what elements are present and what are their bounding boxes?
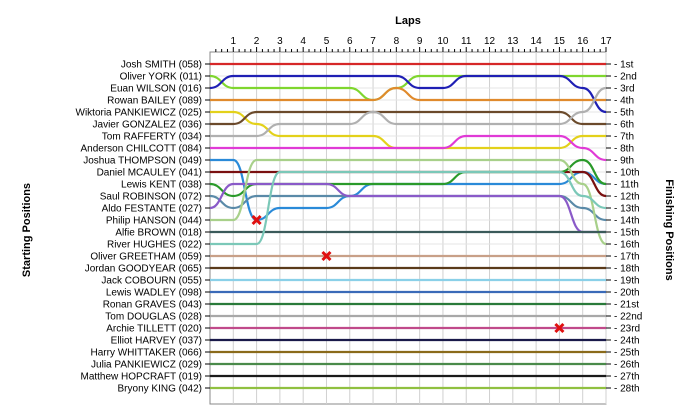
series-line: [210, 86, 606, 102]
y-axis-title-left: Starting Positions: [21, 183, 33, 277]
series-line: [210, 110, 606, 126]
lap-tick-label: 6: [347, 36, 353, 47]
lap-tick-label: 2: [254, 36, 260, 47]
start-label: Alfie BROWN (018): [115, 228, 202, 239]
series-line: [210, 170, 607, 246]
lap-tick-label: 4: [300, 36, 306, 47]
lap-tick-label: 17: [600, 36, 612, 47]
start-label: Bryony KING (042): [118, 384, 202, 395]
finish-label: - 1st: [614, 60, 634, 71]
finish-label: - 8th: [614, 144, 634, 155]
starting-labels: Josh SMITH (058)Oliver YORK (011)Euan WI…: [76, 60, 210, 395]
start-label: Lewis WADLEY (098): [106, 288, 202, 299]
series-line: [210, 86, 607, 138]
finish-label: - 11th: [614, 180, 639, 191]
finishing-labels: - 1st- 2nd- 3rd- 4th- 5th- 6th- 7th- 8th…: [606, 60, 642, 395]
finish-label: - 25th: [614, 348, 640, 359]
start-label: Archie TILLETT (020): [106, 324, 202, 335]
finish-label: - 13th: [614, 204, 640, 215]
plot-area: [209, 51, 607, 405]
lap-ticks: 1 2 3 4 5 6 7 8 9 10 11 12 13 14 15 16 17: [215, 36, 612, 52]
lap-tick-label: 12: [484, 36, 496, 47]
finish-label: - 2nd: [614, 72, 637, 83]
finish-label: - 12th: [614, 192, 640, 203]
finish-label: - 26th: [614, 360, 640, 371]
start-label: Wiktoria PANKIEWICZ (025): [76, 108, 203, 119]
lap-tick-label: 13: [507, 36, 519, 47]
finish-label: - 21st: [614, 300, 639, 311]
start-label: Anderson CHILCOTT (084): [80, 144, 202, 155]
start-label: Saul ROBINSON (072): [100, 192, 202, 203]
start-label: Lewis KENT (038): [121, 180, 202, 191]
start-label: Philip HANSON (044): [106, 216, 202, 227]
start-label: Josh SMITH (058): [121, 60, 202, 71]
finish-label: - 27th: [614, 372, 640, 383]
finish-label: - 20th: [614, 288, 640, 299]
start-label: Aldo FESTANTE (027): [102, 204, 202, 215]
start-label: Oliver YORK (011): [120, 72, 202, 83]
start-label: Oliver GREETHAM (059): [90, 252, 202, 263]
start-label: Jordan GOODYEAR (065): [85, 264, 202, 275]
start-label: Ronan GRAVES (043): [103, 300, 202, 311]
series-lines: [209, 62, 607, 390]
lap-tick-label: 14: [531, 36, 543, 47]
finish-label: - 14th: [614, 216, 640, 227]
series-line: [209, 182, 606, 234]
finish-label: - 5th: [614, 108, 634, 119]
start-label: Tom RAFFERTY (034): [102, 132, 202, 143]
finish-label: - 19th: [614, 276, 640, 287]
retirement-mark: [251, 214, 262, 226]
finish-label: - 23rd: [614, 324, 640, 335]
series-line: [210, 134, 607, 162]
lap-tick-label: 3: [277, 36, 283, 47]
finish-label: - 15th: [614, 228, 640, 239]
finish-label: - 4th: [614, 96, 634, 107]
series-line: [209, 74, 607, 114]
start-label: Elliot HARVEY (037): [111, 336, 202, 347]
start-label: Harry WHITTAKER (066): [91, 348, 203, 359]
start-label: Tom DOUGLAS (028): [105, 312, 202, 323]
finish-label: - 17th: [614, 252, 640, 263]
finish-label: - 18th: [614, 264, 640, 275]
finish-label: - 9th: [614, 156, 634, 167]
start-label: Joshua THOMPSON (049): [83, 156, 202, 167]
finish-label: - 7th: [614, 132, 634, 143]
lap-tick-label: 11: [461, 36, 472, 47]
lap-tick-label: 15: [554, 36, 566, 47]
finish-label: - 16th: [614, 240, 640, 251]
start-label: Matthew HOPCRAFT (019): [80, 372, 202, 383]
finish-label: - 24th: [614, 336, 640, 347]
start-label: Javier GONZALEZ (036): [93, 120, 202, 131]
start-label: Daniel MCAULEY (041): [97, 168, 202, 179]
lap-tick-label: 16: [577, 36, 589, 47]
finish-label: - 6th: [614, 120, 634, 131]
finish-label: - 22nd: [614, 312, 642, 323]
y-axis-title-right: Finishing Positions: [663, 179, 675, 280]
retirement-mark: [321, 250, 332, 262]
start-label: Euan WILSON (016): [110, 84, 202, 95]
lap-tick-label: 9: [417, 36, 423, 47]
x-axis-title: Laps: [395, 15, 421, 27]
start-label: Jack COBOURN (055): [101, 276, 202, 287]
lap-tick-label: 1: [231, 36, 237, 47]
retirement-mark: [554, 322, 565, 334]
lap-tick-label: 10: [437, 36, 449, 47]
finish-label: - 10th: [614, 168, 640, 179]
series-line: [210, 158, 607, 246]
lap-tick-label: 5: [324, 36, 330, 47]
start-label: Julia PANKIEWICZ (029): [91, 360, 202, 371]
lap-tick-label: 8: [394, 36, 400, 47]
lap-tick-label: 7: [370, 36, 376, 47]
finish-label: - 3rd: [614, 84, 635, 95]
retirement-marks: [251, 214, 565, 334]
start-label: Rowan BAILEY (089): [107, 96, 202, 107]
finish-label: - 28th: [614, 384, 640, 395]
start-label: River HUGHES (022): [107, 240, 202, 251]
